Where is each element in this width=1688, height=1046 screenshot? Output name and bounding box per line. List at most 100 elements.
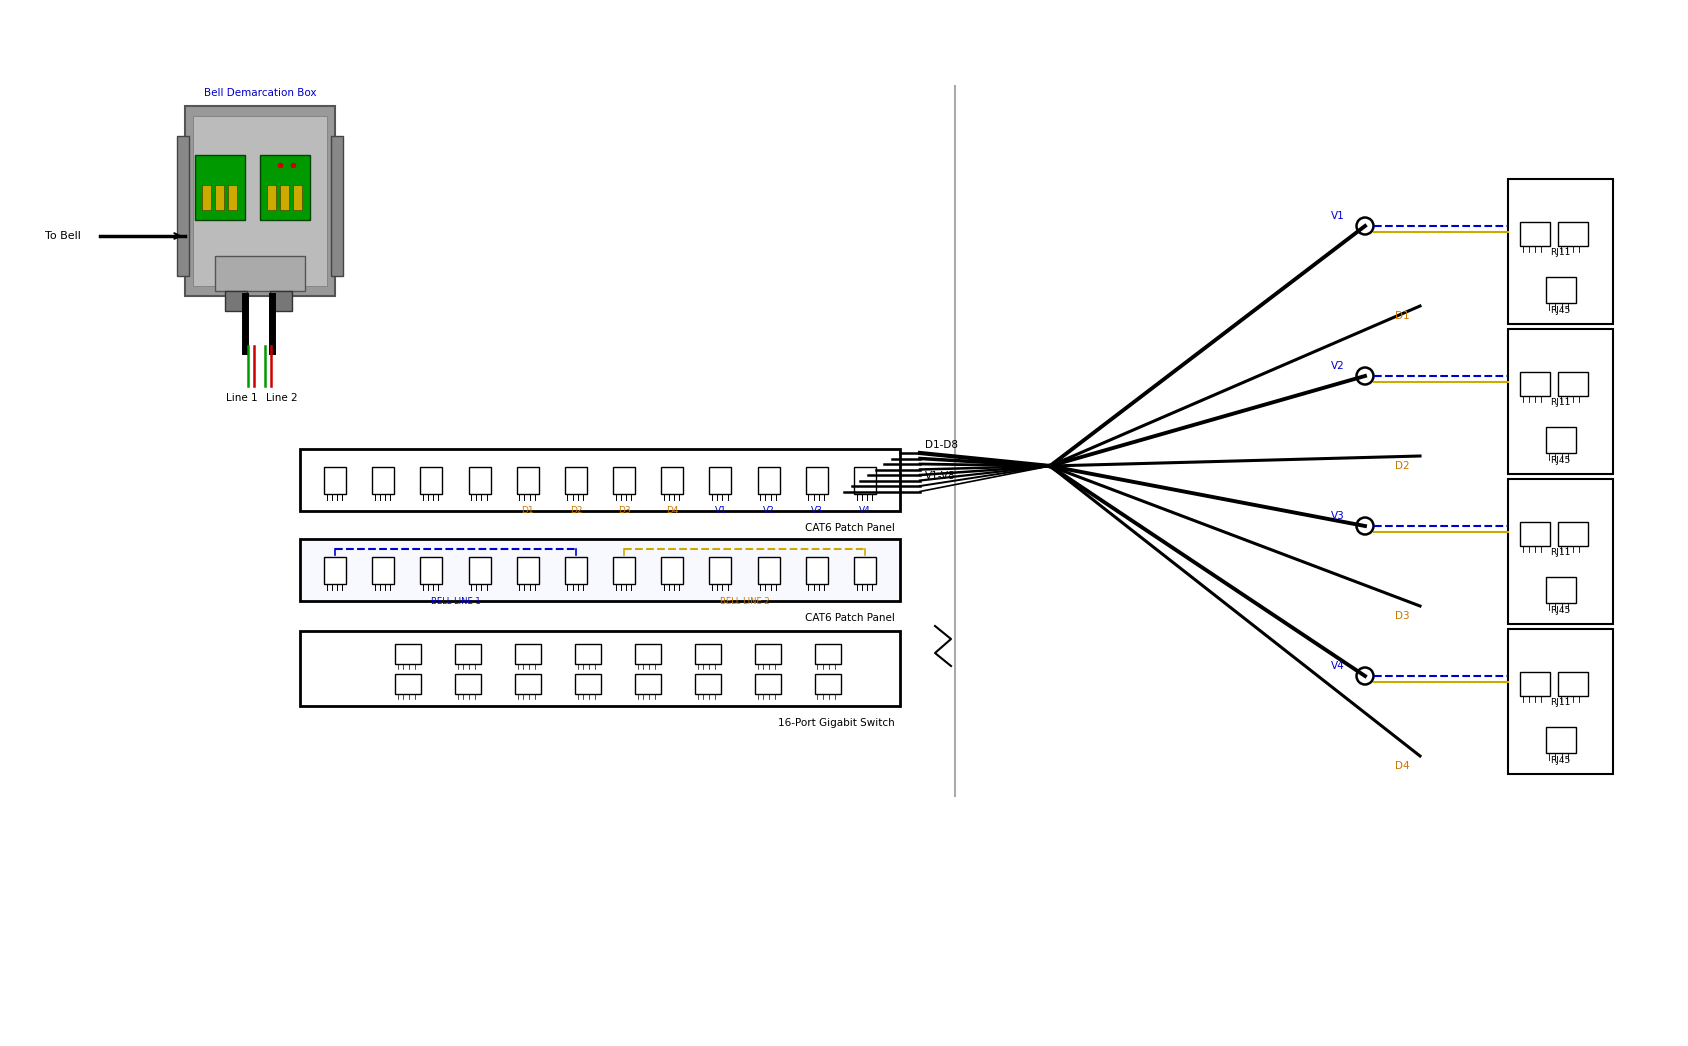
Text: V1: V1 [714,506,726,515]
Bar [1519,672,1550,696]
Text: Bell Demarcation Box: Bell Demarcation Box [204,88,316,98]
Bar [662,467,684,494]
Text: RJ45: RJ45 [1550,606,1570,615]
Text: RJ45: RJ45 [1550,306,1570,315]
Text: Line 2: Line 2 [267,393,297,403]
Text: RJ11: RJ11 [1550,397,1572,407]
Bar [565,558,587,584]
Bar [371,467,395,494]
Bar [758,467,780,494]
Bar [635,644,662,664]
Bar [635,674,662,693]
Bar [854,467,876,494]
Bar [1546,727,1575,753]
Bar [815,644,841,664]
Bar [613,467,635,494]
Bar [395,644,420,664]
Text: CAT6 Patch Panel: CAT6 Patch Panel [805,523,895,533]
Bar [420,558,442,584]
Bar [270,291,292,311]
Text: BELL LINE 1: BELL LINE 1 [430,597,481,606]
Text: V4: V4 [1332,661,1345,670]
Text: RJ45: RJ45 [1550,756,1570,765]
FancyBboxPatch shape [186,106,334,296]
Text: RJ11: RJ11 [1550,248,1572,257]
Text: D1-D8: D1-D8 [925,440,959,450]
Bar [517,558,538,584]
Bar [515,644,540,664]
Bar [1558,672,1588,696]
Text: V3: V3 [810,506,822,515]
Bar [203,185,211,210]
Text: 16-Port Gigabit Switch: 16-Port Gigabit Switch [778,718,895,728]
Bar [565,467,587,494]
Bar [214,256,306,291]
Bar [371,558,395,584]
Text: RJ11: RJ11 [1550,548,1572,558]
Bar [214,185,225,210]
Text: V1: V1 [1332,211,1345,221]
Text: V3: V3 [1332,511,1345,521]
Bar [1507,329,1614,474]
Bar [755,674,782,693]
Text: To Bell: To Bell [46,231,81,241]
Text: V2: V2 [763,506,775,515]
Bar [709,558,731,584]
Bar [1558,222,1588,246]
Bar [1519,372,1550,396]
Bar [280,185,289,210]
Text: D2: D2 [1396,461,1409,471]
Bar [196,155,245,220]
Bar [324,558,346,584]
Text: CAT6 Patch Panel: CAT6 Patch Panel [805,613,895,623]
Bar [1519,522,1550,546]
Bar [758,558,780,584]
Bar [300,631,900,706]
Bar [1519,222,1550,246]
Bar [260,155,311,220]
Bar [1507,179,1614,324]
Bar [228,185,236,210]
Bar [1546,577,1575,602]
FancyBboxPatch shape [177,136,189,276]
Bar [456,674,481,693]
Text: BELL LINE 2: BELL LINE 2 [719,597,770,606]
Bar [225,291,246,311]
Text: RJ11: RJ11 [1550,698,1572,707]
Bar [854,558,876,584]
Bar [1507,629,1614,774]
Bar [395,674,420,693]
Bar [576,644,601,664]
Bar [1546,277,1575,303]
Text: D3: D3 [618,506,630,515]
Bar [192,116,327,286]
Bar [1558,372,1588,396]
Bar [576,674,601,693]
Bar [456,644,481,664]
FancyBboxPatch shape [331,136,343,276]
Text: V2: V2 [1332,361,1345,371]
Bar [300,539,900,601]
Text: D3: D3 [1396,611,1409,621]
Bar [469,467,491,494]
Text: V1-V8: V1-V8 [925,471,955,481]
Bar [1546,427,1575,453]
Bar [755,644,782,664]
Text: Line 1: Line 1 [226,393,258,403]
Text: D2: D2 [569,506,582,515]
Bar [1507,479,1614,624]
Bar [805,558,827,584]
Text: D1: D1 [522,506,533,515]
Bar [613,558,635,584]
Bar [1558,522,1588,546]
Bar [815,674,841,693]
Bar [709,467,731,494]
Text: D4: D4 [667,506,679,515]
Bar [695,674,721,693]
Bar [517,467,538,494]
Text: RJ45: RJ45 [1550,456,1570,465]
Bar [267,185,277,210]
Bar [300,449,900,511]
Bar [469,558,491,584]
Bar [805,467,827,494]
